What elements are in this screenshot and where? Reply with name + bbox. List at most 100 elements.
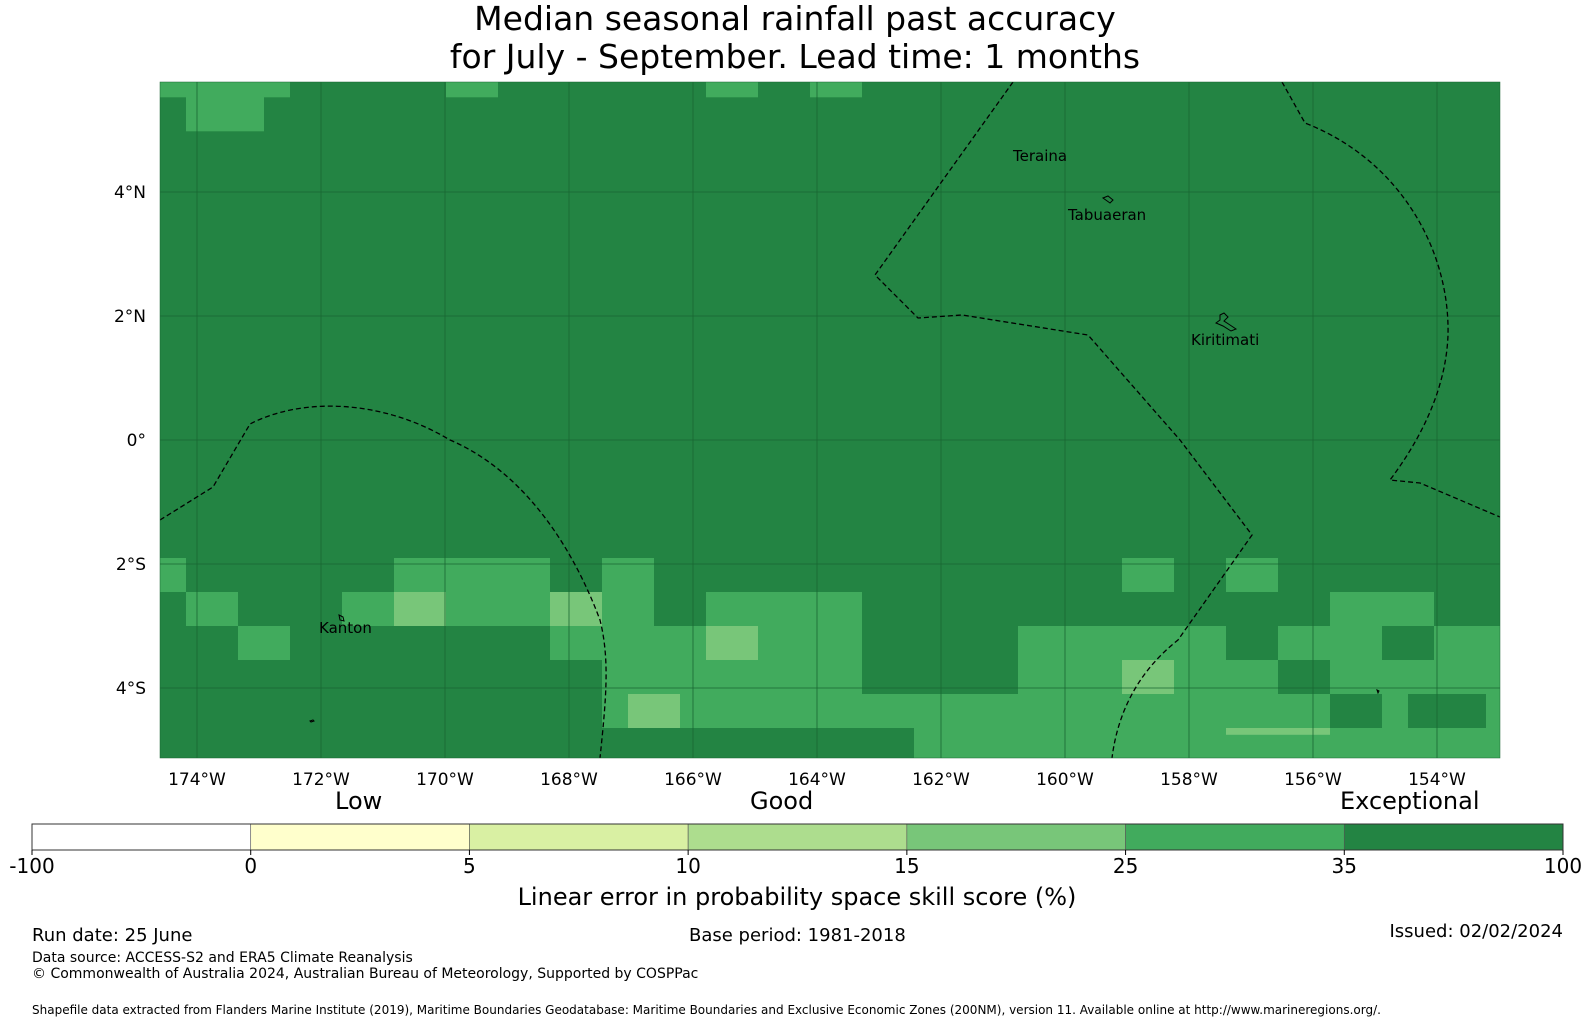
lat-label-4s: 4°S: [116, 679, 146, 699]
colorbar-box: [31, 823, 252, 851]
colorbar-tick-label: 100: [1544, 854, 1582, 878]
skill-cell: [1122, 558, 1174, 592]
lat-label-2n: 2°N: [114, 307, 146, 327]
island-kiritimati: [1215, 312, 1238, 332]
skill-cell: [1330, 660, 1500, 694]
skill-cell: [1226, 558, 1278, 592]
map-panel: [160, 82, 1500, 758]
skill-cell: [706, 626, 758, 660]
colorbar-tick-label: 25: [1113, 854, 1138, 878]
island-kanton: [338, 614, 345, 622]
colorbar-boxes: [31, 823, 1564, 851]
issued-date: Issued: 02/02/2024: [1389, 921, 1563, 942]
place-labels: Teraina Tabuaeran Kiritimati Kanton: [319, 147, 1259, 637]
skill-cell: [810, 82, 862, 98]
category-low: Low: [335, 787, 382, 815]
skill-cell: [654, 626, 706, 660]
colorbar-label: Linear error in probability space skill …: [518, 883, 1077, 911]
skill-cell: [550, 592, 602, 626]
skill-cell: [1174, 660, 1278, 694]
skill-cell: [602, 694, 628, 728]
islet-1: [1376, 689, 1380, 695]
map-frame: [159, 81, 1501, 759]
copyright: © Commonwealth of Australia 2024, Austra…: [32, 966, 698, 982]
skill-cell: [1278, 626, 1382, 660]
footer: Run date: 25 June Base period: 1981-2018…: [32, 921, 1563, 1017]
colorbar-box: [1343, 823, 1564, 851]
skill-cell: [1018, 626, 1226, 660]
colorbar-tick-label: 10: [675, 854, 700, 878]
skill-cell: [160, 558, 186, 592]
colorbar-box: [906, 823, 1126, 851]
run-date: Run date: 25 June: [32, 925, 192, 946]
lon-label-170w: 170°W: [416, 770, 474, 790]
skill-cell: [602, 660, 862, 694]
colorbar-box: [1125, 823, 1345, 851]
lon-label-174w: 174°W: [168, 770, 226, 790]
lat-label-4n: 4°N: [114, 183, 146, 203]
latitude-axis: 4°N 2°N 0° 2°S 4°S: [114, 183, 146, 699]
data-source: Data source: ACCESS-S2 and ERA5 Climate …: [32, 950, 413, 966]
gridlines: [160, 82, 1500, 758]
lat-label-0: 0°: [127, 431, 146, 451]
colorbar-ticks: -100 0 5 10 15 25 35 100: [9, 850, 1582, 878]
skill-cell: [602, 558, 654, 592]
island-tabuaeran: [1101, 195, 1114, 204]
lat-label-2s: 2°S: [116, 555, 146, 575]
colorbar-tick-label: 15: [894, 854, 919, 878]
skill-cell: [394, 558, 550, 592]
chart-title: Median seasonal rainfall past accuracy f…: [0, 0, 1590, 76]
skill-cell: [1382, 694, 1408, 728]
eez-boundary-phoenix: [160, 405, 607, 758]
lon-label-160w: 160°W: [1036, 770, 1094, 790]
skill-cell: [914, 694, 1330, 728]
title-line-1: Median seasonal rainfall past accuracy: [474, 0, 1116, 38]
colorbar-box: [469, 823, 689, 851]
category-exceptional: Exceptional: [1340, 787, 1480, 815]
lon-label-158w: 158°W: [1160, 770, 1218, 790]
skill-cell: [914, 728, 966, 758]
colorbar-box: [250, 823, 470, 851]
skill-cell: [1018, 660, 1122, 694]
base-period: Base period: 1981-2018: [689, 925, 906, 946]
lon-label-172w: 172°W: [292, 770, 350, 790]
skill-cell: [446, 592, 550, 626]
skill-cell: [238, 626, 290, 660]
colorbar-tick-label: 0: [244, 854, 257, 878]
skill-cell: [446, 82, 498, 98]
colorbar-box: [687, 823, 908, 851]
lon-label-166w: 166°W: [664, 770, 722, 790]
skill-cell: [342, 592, 394, 626]
lon-label-168w: 168°W: [540, 770, 598, 790]
colorbar-tick-label: -100: [9, 854, 54, 878]
colorbar-frame: [31, 823, 1564, 851]
title-line-2: for July - September. Lead time: 1 month…: [449, 37, 1141, 76]
category-good: Good: [750, 787, 813, 815]
shapefile-credit: Shapefile data extracted from Flanders M…: [32, 1003, 1381, 1017]
colorbar-tick-label: 5: [463, 854, 476, 878]
place-label-kiritimati: Kiritimati: [1191, 331, 1259, 349]
colorbar-tick-label: 35: [1332, 854, 1357, 878]
skill-cell: [1486, 694, 1500, 728]
skill-cell: [628, 694, 680, 728]
skill-cell: [758, 626, 862, 660]
eez-boundaries: [160, 82, 1500, 758]
lon-label-156w: 156°W: [1284, 770, 1342, 790]
eez-boundary-east: [1281, 82, 1500, 518]
lon-label-154w: 154°W: [1408, 770, 1466, 790]
skill-cell: [1122, 660, 1174, 694]
islet-2: [309, 719, 315, 723]
place-label-tabuaeran: Tabuaeran: [1067, 206, 1146, 224]
skill-cell: [1434, 626, 1500, 660]
islands: [309, 195, 1380, 723]
skill-cell: [1330, 592, 1434, 626]
skill-cell: [602, 592, 654, 626]
skill-cell: [394, 592, 446, 626]
longitude-axis: 174°W 172°W 170°W 168°W 166°W 164°W 162°…: [168, 770, 1466, 790]
lon-label-162w: 162°W: [912, 770, 970, 790]
skill-cell: [680, 694, 914, 728]
place-label-teraina: Teraina: [1012, 147, 1067, 165]
skill-cell: [706, 592, 862, 626]
skill-cell: [706, 82, 758, 98]
lon-label-164w: 164°W: [788, 770, 846, 790]
